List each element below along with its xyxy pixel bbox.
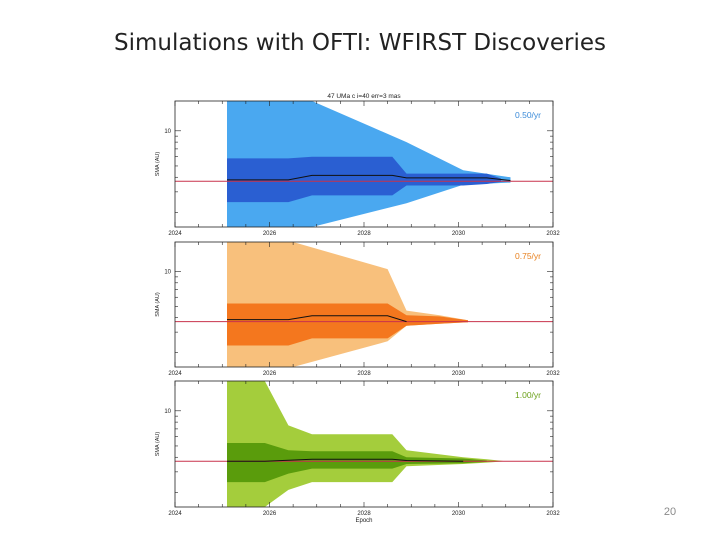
plot-area: [175, 101, 553, 227]
inner-band: [227, 156, 501, 203]
rate-annotation: 0.75/yr: [515, 251, 541, 261]
slide-title: Simulations with OFTI: WFIRST Discoverie…: [114, 30, 606, 56]
median-line: [227, 315, 407, 323]
x-tick-label: 2026: [263, 511, 277, 517]
rate-annotation: 1.00/yr: [515, 390, 541, 400]
x-tick-label: 2030: [452, 511, 466, 517]
y-tick-label: 10: [164, 409, 171, 415]
panel-3: 2024 2026 2028 2030 2032 10 SMA (AU) 1.00/yr Epo…: [155, 380, 560, 524]
median-line: [227, 458, 464, 462]
x-tick-label: 2030: [452, 231, 466, 237]
inner-band: [227, 443, 487, 483]
x-tick-label: 2030: [452, 371, 466, 377]
plot-area: [175, 242, 553, 367]
x-tick-label: 2026: [263, 231, 277, 237]
panel-2: 2024 2026 2028 2030 2032 10 SMA (AU) 0.75/yr: [155, 241, 560, 377]
y-axis-label: SMA (AU): [155, 152, 161, 177]
slide-number: 20: [663, 506, 677, 518]
x-axis-label: Epoch: [355, 518, 372, 524]
x-tick-label: 2026: [263, 371, 277, 377]
y-axis-label: SMA (AU): [155, 432, 161, 457]
plot-area: [175, 381, 553, 507]
x-tick-label: 2024: [168, 511, 182, 517]
outer-band: [227, 381, 506, 507]
x-tick-label: 2028: [357, 231, 371, 237]
x-tick-label: 2028: [357, 511, 371, 517]
inner-band: [227, 303, 468, 346]
y-tick-label: 10: [164, 270, 171, 276]
y-axis-label: SMA (AU): [155, 292, 161, 317]
x-tick-label: 2032: [546, 371, 560, 377]
x-tick-label: 2024: [168, 231, 182, 237]
x-tick-label: 2024: [168, 371, 182, 377]
median-line: [227, 174, 511, 181]
y-tick-label: 10: [164, 129, 171, 135]
rate-annotation: 0.50/yr: [515, 110, 541, 120]
panel-1: 2024 2026 2028 2030 2032 10 SMA (AU) 0.50/yr 47 …: [155, 93, 560, 237]
x-tick-label: 2028: [357, 371, 371, 377]
x-tick-label: 2032: [546, 231, 560, 237]
x-tick-label: 2032: [546, 511, 560, 517]
panel-title: 47 UMa c i=40 err=3 mas: [327, 93, 401, 100]
